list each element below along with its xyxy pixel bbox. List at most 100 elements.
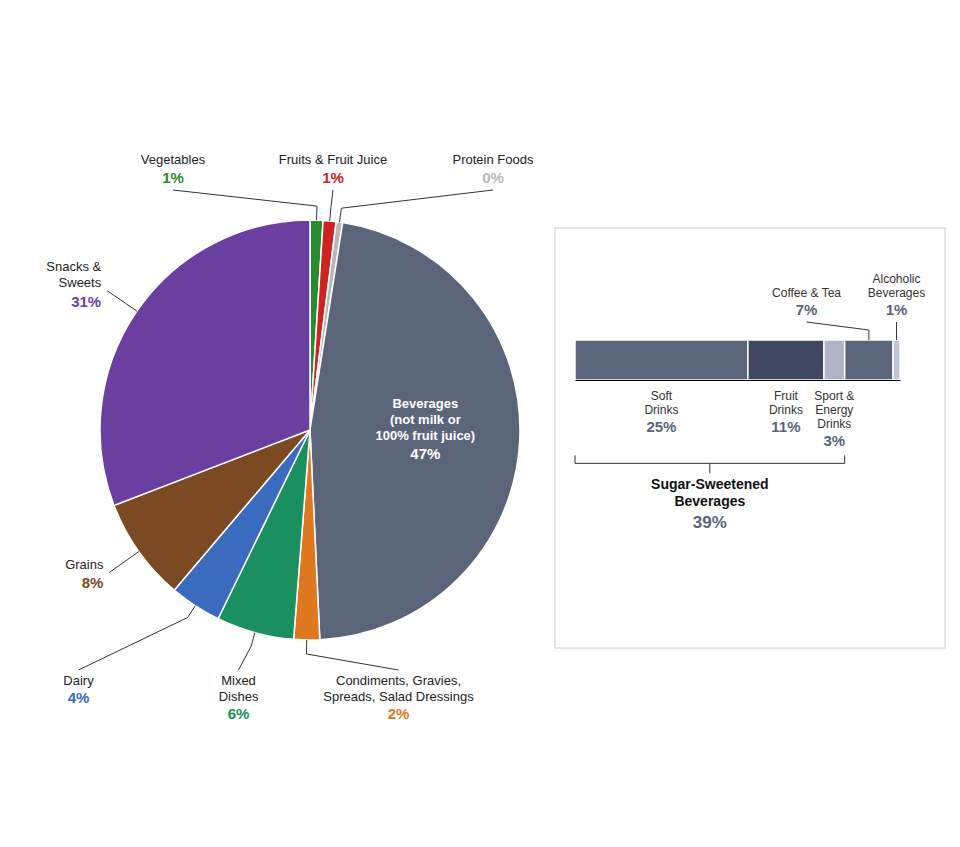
slice-value-label: 31%	[71, 292, 101, 309]
annotation-bracket	[575, 455, 845, 463]
pie-slice	[310, 223, 520, 640]
label-line: Mixed	[221, 673, 256, 688]
label-line: 4%	[68, 689, 90, 706]
label-line: Drinks	[817, 417, 851, 431]
label-line: 0%	[482, 169, 504, 186]
label-line: Drinks	[644, 403, 678, 417]
bar-segment	[845, 340, 893, 380]
bar-segment	[824, 340, 845, 380]
pie-chart: Beverages(not milk or100% fruit juice) 47…	[46, 152, 534, 722]
leader-line	[807, 322, 869, 340]
label-line: 1%	[322, 169, 344, 186]
chart-svg: Beverages(not milk or100% fruit juice)47…	[0, 0, 960, 847]
slice-value-label: 47%	[410, 445, 440, 462]
slice-label: Protein Foods	[453, 152, 534, 167]
label-line: Alcoholic	[873, 272, 921, 286]
segment-label: FruitDrinks	[769, 389, 803, 417]
leader-line	[109, 552, 138, 573]
label-line: Dishes	[219, 689, 259, 704]
slice-value-label: 1%	[162, 169, 184, 186]
label-line: Beverages	[392, 396, 458, 411]
leader-lines	[79, 190, 493, 670]
annotation-value-label: 39%	[693, 513, 727, 532]
bar-segment	[893, 340, 900, 380]
label-line: Beverages	[868, 286, 925, 300]
slice-value-label: 4%	[68, 689, 90, 706]
label-line: 8%	[82, 574, 104, 591]
annotation-stem	[709, 463, 710, 473]
leader-line	[306, 640, 398, 670]
label-line: 25%	[646, 418, 676, 435]
slice-label: Grains	[65, 557, 104, 572]
label-line: 39%	[693, 513, 727, 532]
label-line: Protein Foods	[453, 152, 534, 167]
slice-label: Snacks &Sweets	[46, 259, 101, 290]
label-line: 1%	[886, 301, 908, 318]
label-line: Sport &	[814, 389, 854, 403]
segment-value-label: 1%	[886, 301, 908, 318]
label-line: 11%	[771, 418, 800, 435]
label-line: Drinks	[769, 403, 803, 417]
label-line: Fruits & Fruit Juice	[279, 152, 387, 167]
segment-label: SoftDrinks	[644, 389, 678, 417]
pie-slices	[100, 220, 520, 640]
leader-line	[107, 291, 137, 311]
leader-line	[330, 190, 333, 221]
axis-line	[576, 380, 901, 381]
label-line: Spreads, Salad Dressings	[323, 689, 474, 704]
label-line: Grains	[65, 557, 104, 572]
label-line: Energy	[815, 403, 853, 417]
label-line: Condiments, Gravies,	[336, 673, 461, 688]
label-line: 31%	[71, 292, 101, 309]
label-line: 3%	[823, 432, 845, 449]
slice-label: MixedDishes	[219, 673, 259, 704]
label-line: Dairy	[63, 673, 94, 688]
segment-value-label: 25%	[646, 418, 676, 435]
label-line: (not milk or	[390, 412, 461, 427]
slice-label: Fruits & Fruit Juice	[279, 152, 387, 167]
segment-label: Sport &EnergyDrinks	[814, 389, 854, 431]
bar-labels: SoftDrinks25%FruitDrinks11%Sport &Energy…	[575, 272, 925, 532]
label-line: 1%	[162, 169, 184, 186]
slice-value-label: 0%	[482, 169, 504, 186]
label-line: Soft	[651, 389, 673, 403]
slice-label: Dairy	[63, 673, 94, 688]
slice-label: Condiments, Gravies,Spreads, Salad Dress…	[323, 673, 474, 704]
label-line: Vegetables	[141, 152, 206, 167]
label-line: Sweets	[59, 275, 102, 290]
slice-value-label: 8%	[82, 574, 104, 591]
leader-line	[79, 606, 196, 670]
label-line: 47%	[410, 445, 440, 462]
label-line: Fruit	[774, 389, 799, 403]
slice-label: Beverages(not milk or100% fruit juice)	[375, 396, 475, 443]
annotation-text: Sugar-SweetenedBeverages	[651, 476, 768, 509]
slice-label: Vegetables	[141, 152, 206, 167]
inset-chart: SoftDrinks25%FruitDrinks11%Sport &Energy…	[555, 228, 945, 648]
slice-value-label: 1%	[322, 169, 344, 186]
leader-line	[896, 322, 897, 340]
segment-label: AlcoholicBeverages	[868, 272, 925, 300]
label-line: 100% fruit juice)	[375, 428, 475, 443]
label-line: 7%	[796, 301, 818, 318]
label-line: Coffee & Tea	[772, 286, 841, 300]
segment-value-label: 7%	[796, 301, 818, 318]
label-line: Snacks &	[46, 259, 101, 274]
label-line: Sugar-Sweetened	[651, 476, 768, 492]
pie-slice	[100, 220, 310, 505]
label-line: 2%	[388, 705, 410, 722]
leader-line	[173, 190, 317, 220]
label-line: Beverages	[674, 493, 745, 509]
bar-segment	[748, 340, 824, 380]
segment-label: Coffee & Tea	[772, 286, 841, 300]
pie-labels: Beverages(not milk or100% fruit juice) 47…	[46, 152, 534, 722]
x-axis	[576, 380, 901, 381]
slice-value-label: 2%	[388, 705, 410, 722]
bars	[575, 340, 900, 380]
bar-segment	[575, 340, 748, 380]
segment-value-label: 11%	[771, 418, 800, 435]
label-line: 6%	[228, 705, 250, 722]
segment-value-label: 3%	[823, 432, 845, 449]
leader-line	[239, 633, 255, 670]
slice-value-label: 6%	[228, 705, 250, 722]
inset-frame	[555, 228, 945, 648]
